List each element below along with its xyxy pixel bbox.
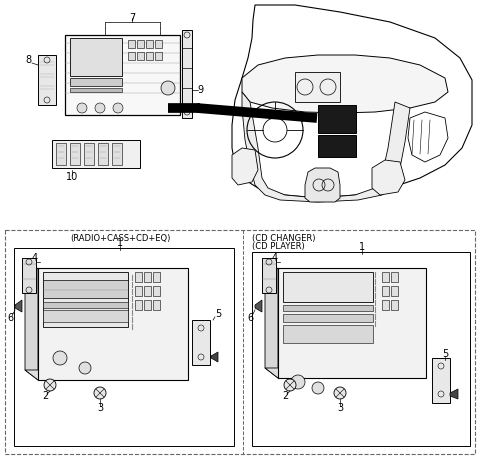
Circle shape <box>284 379 296 391</box>
Bar <box>135 286 142 296</box>
Circle shape <box>79 362 91 374</box>
Bar <box>182 30 192 118</box>
Text: (RADIO+CASS+CD+EQ): (RADIO+CASS+CD+EQ) <box>70 235 170 244</box>
Bar <box>137 52 144 60</box>
Text: 10: 10 <box>66 172 78 182</box>
Polygon shape <box>211 352 218 362</box>
Bar <box>295 72 340 102</box>
Bar <box>155 52 162 60</box>
Circle shape <box>53 351 67 365</box>
Circle shape <box>77 103 87 113</box>
Bar <box>70 38 122 76</box>
Bar <box>135 272 142 282</box>
Bar <box>144 272 151 282</box>
Text: 7: 7 <box>129 13 135 23</box>
Bar <box>283 325 373 343</box>
Bar <box>153 272 160 282</box>
Text: 2: 2 <box>282 391 288 401</box>
Bar <box>70 143 80 165</box>
Bar <box>38 268 188 380</box>
Text: 5: 5 <box>442 349 448 359</box>
Circle shape <box>95 103 105 113</box>
Bar <box>283 314 373 322</box>
Polygon shape <box>15 300 22 312</box>
Circle shape <box>113 103 123 113</box>
Bar <box>70 78 122 86</box>
Polygon shape <box>265 368 425 378</box>
Bar <box>153 286 160 296</box>
Polygon shape <box>450 389 458 399</box>
Bar <box>38 55 56 105</box>
Polygon shape <box>242 55 448 113</box>
Bar <box>318 105 356 133</box>
Bar <box>283 272 373 302</box>
Bar <box>382 272 389 282</box>
Bar <box>128 52 135 60</box>
Bar <box>43 272 128 327</box>
Text: 6: 6 <box>7 313 13 323</box>
Bar <box>112 143 122 165</box>
Bar <box>43 280 128 298</box>
Text: (CD PLAYER): (CD PLAYER) <box>252 242 305 252</box>
Bar <box>432 358 450 403</box>
Bar <box>14 248 234 446</box>
Polygon shape <box>242 92 410 202</box>
Bar <box>84 143 94 165</box>
Bar <box>146 40 153 48</box>
Bar <box>153 300 160 310</box>
Bar <box>43 302 128 308</box>
Bar <box>146 52 153 60</box>
Polygon shape <box>255 300 262 312</box>
Circle shape <box>44 379 56 391</box>
Circle shape <box>161 81 175 95</box>
Bar <box>144 286 151 296</box>
Text: 1: 1 <box>117 238 123 248</box>
Bar <box>382 300 389 310</box>
Bar <box>128 40 135 48</box>
Bar <box>56 143 66 165</box>
Circle shape <box>94 387 106 399</box>
Bar <box>192 320 210 365</box>
Text: 5: 5 <box>215 309 221 319</box>
Polygon shape <box>305 168 340 202</box>
Bar <box>283 305 373 311</box>
Bar <box>391 272 398 282</box>
Text: 6: 6 <box>247 313 253 323</box>
Polygon shape <box>372 160 405 195</box>
Bar <box>43 310 128 322</box>
Polygon shape <box>265 268 278 378</box>
Bar <box>135 300 142 310</box>
Circle shape <box>334 387 346 399</box>
Bar <box>382 286 389 296</box>
Circle shape <box>312 382 324 394</box>
Bar <box>391 300 398 310</box>
Text: (CD CHANGER): (CD CHANGER) <box>252 235 315 244</box>
Bar <box>98 143 108 165</box>
Bar <box>70 88 122 92</box>
Bar <box>144 300 151 310</box>
Bar <box>137 40 144 48</box>
Text: 2: 2 <box>42 391 48 401</box>
Polygon shape <box>25 370 188 380</box>
Text: 4: 4 <box>272 253 278 263</box>
Text: 9: 9 <box>197 85 203 95</box>
Text: 3: 3 <box>97 403 103 413</box>
Bar <box>262 258 276 293</box>
Text: 1: 1 <box>359 242 365 252</box>
Text: 4: 4 <box>32 253 38 263</box>
Text: 8: 8 <box>25 55 31 65</box>
Text: 3: 3 <box>337 403 343 413</box>
Polygon shape <box>232 148 258 185</box>
Bar <box>5 230 475 454</box>
Bar <box>278 268 426 378</box>
Circle shape <box>291 375 305 389</box>
Bar <box>318 135 356 157</box>
Bar <box>22 258 36 293</box>
Polygon shape <box>25 268 38 380</box>
Bar <box>391 286 398 296</box>
Bar <box>155 40 162 48</box>
Bar <box>52 140 140 168</box>
Bar <box>252 252 470 446</box>
Bar <box>65 35 180 115</box>
